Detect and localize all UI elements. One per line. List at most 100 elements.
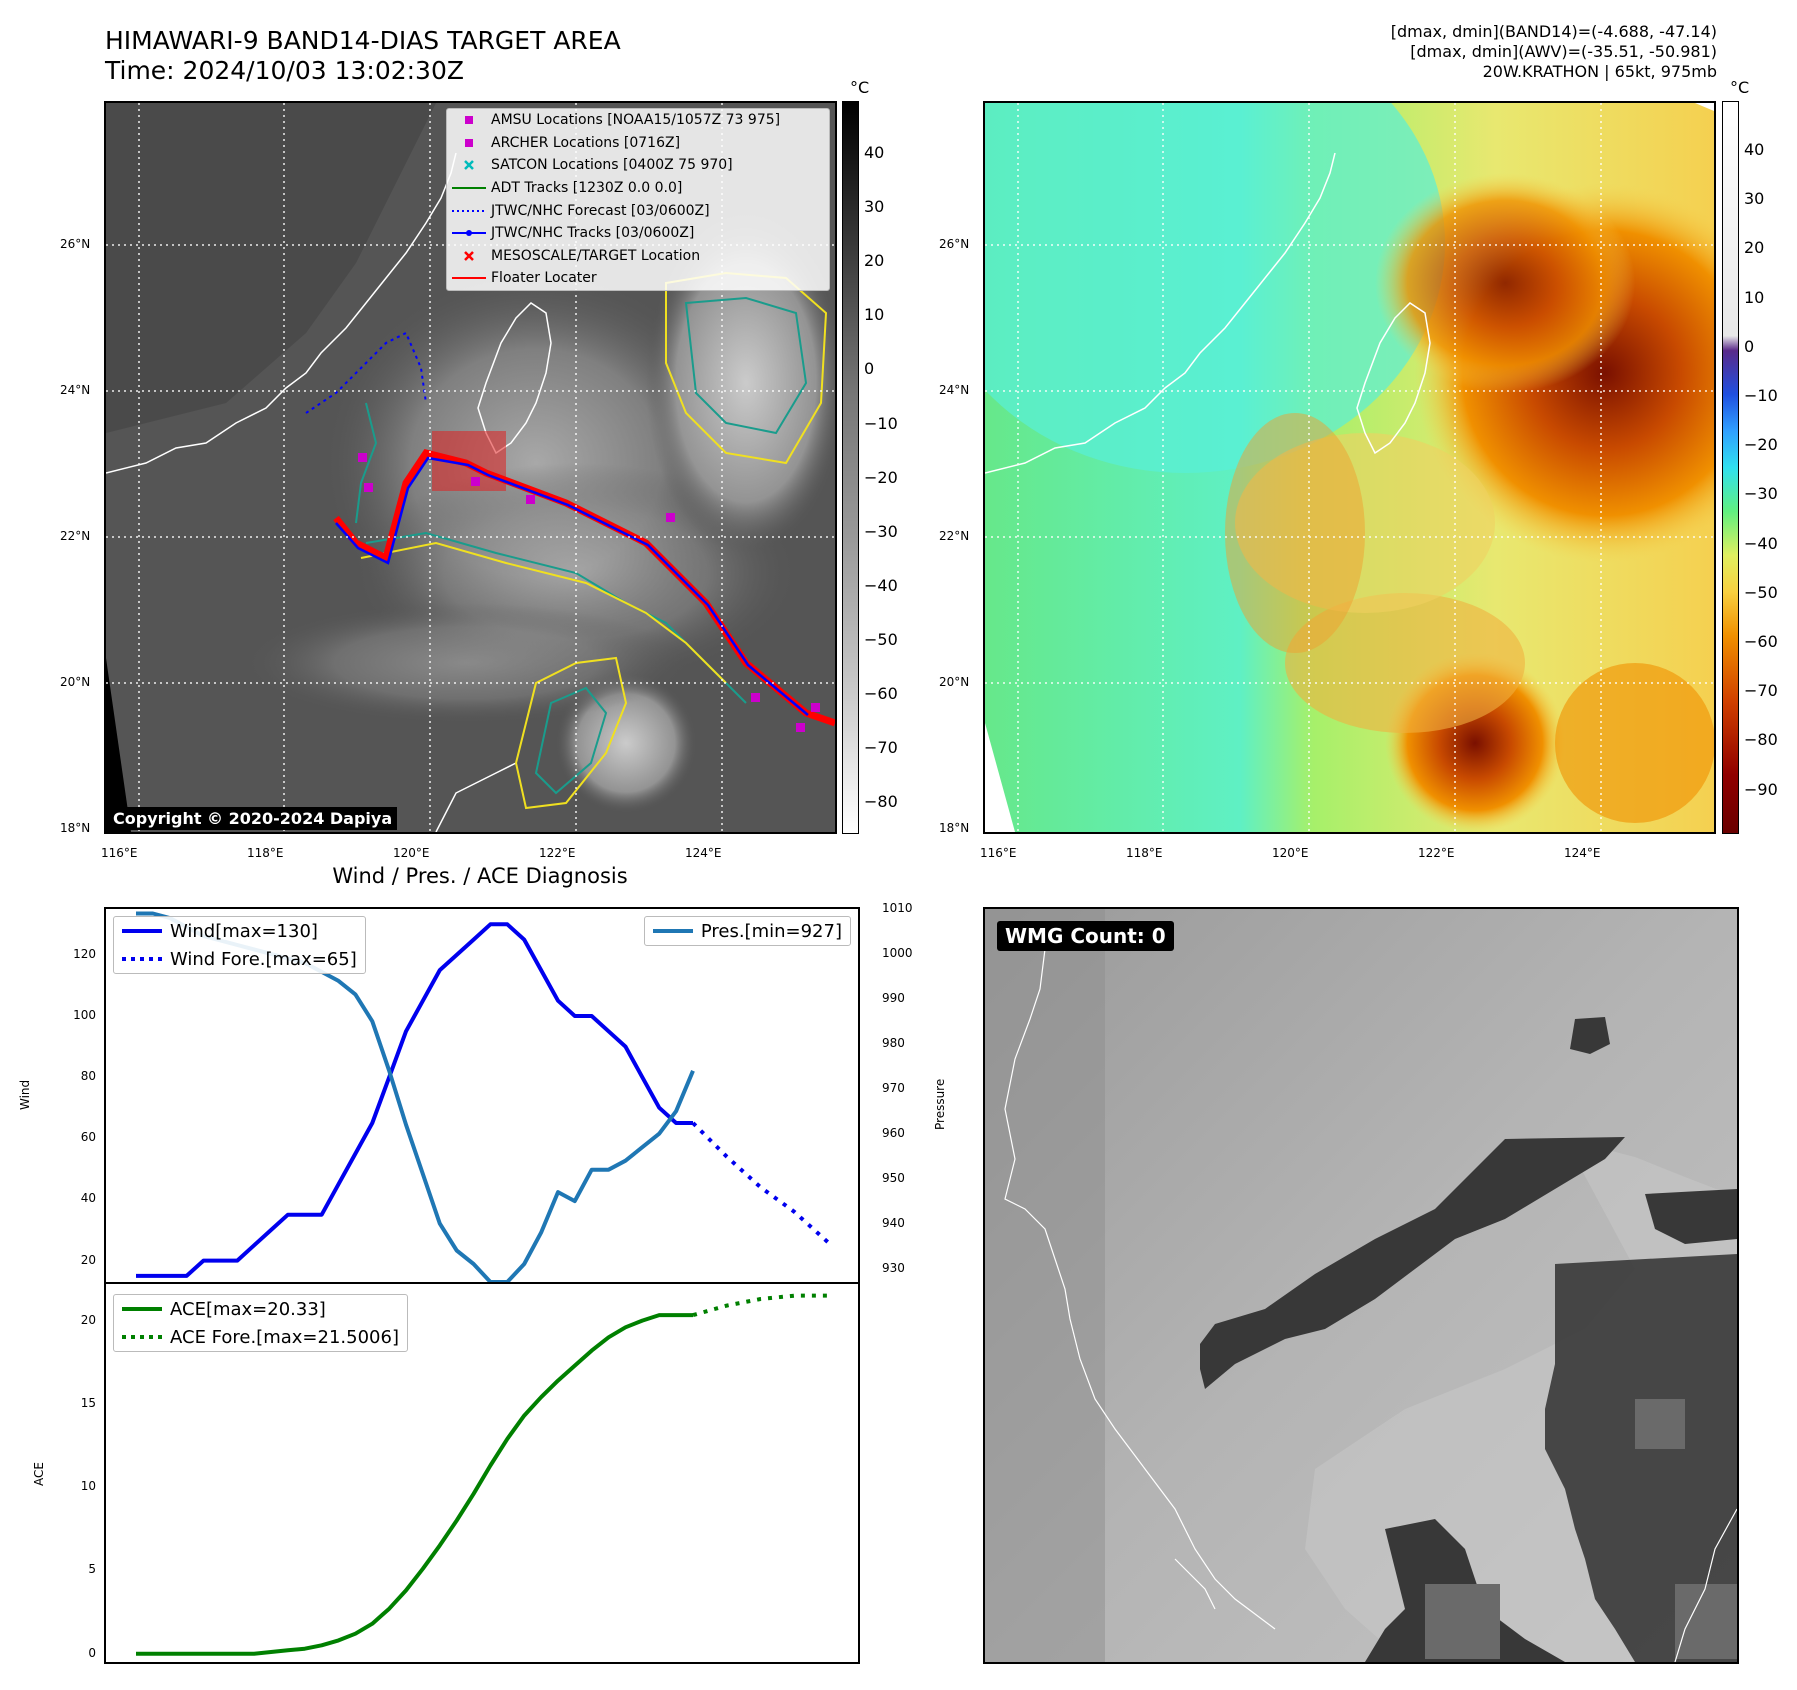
series-line-0 bbox=[136, 1313, 693, 1656]
awv-lon-tick-118: 118°E bbox=[1126, 846, 1163, 860]
awv-lat-tick-22: 22°N bbox=[939, 529, 970, 543]
lat-tick-18: 18°N bbox=[60, 821, 91, 835]
awv-lat-tick-26: 26°N bbox=[939, 237, 970, 251]
legend-ace-fore: ACE Fore.[max=21.5006] bbox=[170, 1326, 399, 1348]
pres-legend: Pres.[min=927] bbox=[643, 916, 851, 946]
lon-tick-120: 120°E bbox=[393, 846, 430, 860]
legend-ace: ACE[max=20.33] bbox=[170, 1298, 326, 1320]
axis-tick-label: 930 bbox=[882, 1260, 905, 1275]
colorbar-tick-label: −90 bbox=[1744, 779, 1778, 799]
axis-tick-label: 60 bbox=[80, 1130, 96, 1145]
axis-tick-label: 980 bbox=[882, 1035, 905, 1050]
colorbar-tick-label: 0 bbox=[1744, 336, 1755, 356]
colorbar-tick-label: −60 bbox=[1744, 632, 1778, 651]
ir-colorbar-unit: °C bbox=[850, 78, 870, 97]
map-legend-item: Floater Locater bbox=[447, 267, 829, 290]
colorbar-tick-label: 30 bbox=[1744, 189, 1765, 209]
awv-map-svg bbox=[985, 103, 1714, 832]
colorbar-tick-label: −30 bbox=[864, 521, 898, 541]
awv-map-panel bbox=[983, 101, 1716, 834]
awv-lat-tick-20: 20°N bbox=[939, 675, 970, 689]
colorbar-tick-label: −20 bbox=[1744, 435, 1778, 455]
wind-ylabel: Wind bbox=[18, 1079, 32, 1110]
colorbar-tick-label: 0 bbox=[864, 359, 875, 379]
axis-tick-label: 40 bbox=[80, 1191, 96, 1206]
wmg-image bbox=[985, 909, 1737, 1662]
legend-symbol-icon bbox=[447, 185, 491, 191]
colorbar-tick-label: −10 bbox=[864, 413, 898, 433]
axis-tick-label: 970 bbox=[882, 1080, 905, 1095]
colorbar-tick-label: −60 bbox=[864, 684, 898, 703]
legend-pres: Pres.[min=927] bbox=[700, 920, 842, 942]
legend-symbol-icon bbox=[447, 275, 491, 281]
colorbar-tick-label: −20 bbox=[864, 467, 898, 487]
info-awv-range: [dmax, dmin](AWV)=(-35.51, -50.981) bbox=[1410, 42, 1717, 61]
map-legend-label: MESOSCALE/TARGET Location bbox=[491, 247, 701, 264]
series-line-1 bbox=[692, 1293, 829, 1318]
wind-legend: Wind[max=130] Wind Fore.[max=65] bbox=[113, 916, 366, 974]
axis-tick-label: 990 bbox=[882, 990, 905, 1005]
colorbar-tick-label: −50 bbox=[864, 629, 898, 649]
pres-ylabel: Pressure bbox=[933, 1078, 947, 1130]
axis-tick-label: 1000 bbox=[882, 945, 913, 960]
lon-tick-124: 124°E bbox=[685, 846, 722, 860]
axis-tick-label: 20 bbox=[80, 1252, 96, 1267]
colorbar-tick-label: −80 bbox=[864, 792, 898, 812]
figure-title: HIMAWARI-9 BAND14-DIAS TARGET AREA bbox=[105, 26, 621, 55]
lat-tick-22: 22°N bbox=[60, 529, 91, 543]
map-legend-label: AMSU Locations [NOAA15/1057Z 73 975] bbox=[491, 112, 781, 129]
ace-panel: ACE[max=20.33] ACE Fore.[max=21.5006] bbox=[104, 1282, 860, 1664]
map-legend-item: MESOSCALE/TARGET Location bbox=[447, 245, 829, 268]
legend-symbol-icon bbox=[447, 113, 491, 127]
wmg-count-badge: WMG Count: 0 bbox=[997, 921, 1174, 951]
axis-tick-label: 80 bbox=[80, 1069, 96, 1084]
axis-tick-label: 0 bbox=[88, 1645, 96, 1660]
series-line-1 bbox=[691, 1121, 830, 1244]
axis-tick-label: 10 bbox=[80, 1479, 96, 1494]
awv-colorbar bbox=[1722, 101, 1739, 834]
lon-tick-118: 118°E bbox=[247, 846, 284, 860]
map-legend-item: ADT Tracks [1230Z 0.0 0.0] bbox=[447, 177, 829, 200]
lat-tick-20: 20°N bbox=[60, 675, 91, 689]
legend-symbol-icon bbox=[447, 158, 491, 172]
axis-tick-label: 15 bbox=[80, 1395, 96, 1410]
map-legend-item: JTWC/NHC Forecast [03/0600Z] bbox=[447, 199, 829, 222]
map-legend-label: ARCHER Locations [0716Z] bbox=[491, 134, 681, 151]
colorbar-tick-label: −80 bbox=[1744, 730, 1778, 750]
legend-symbol-icon bbox=[447, 249, 491, 263]
awv-lon-tick-116: 116°E bbox=[980, 846, 1017, 860]
axis-tick-label: 100 bbox=[73, 1008, 96, 1022]
map-legend-item: AMSU Locations [NOAA15/1057Z 73 975] bbox=[447, 109, 829, 132]
colorbar-tick-label: −70 bbox=[864, 738, 898, 758]
axis-tick-label: 960 bbox=[882, 1125, 905, 1140]
awv-lat-tick-18: 18°N bbox=[939, 821, 970, 835]
colorbar-tick-label: 20 bbox=[1744, 238, 1765, 258]
awv-lon-tick-124: 124°E bbox=[1564, 846, 1601, 860]
axis-tick-label: 120 bbox=[73, 946, 96, 961]
axis-tick-label: 20 bbox=[80, 1312, 96, 1327]
map-legend-label: ADT Tracks [1230Z 0.0 0.0] bbox=[491, 180, 683, 197]
awv-colorbar-unit: °C bbox=[1730, 78, 1750, 97]
colorbar-tick-label: −30 bbox=[1744, 484, 1778, 504]
legend-wind-fore: Wind Fore.[max=65] bbox=[170, 948, 357, 970]
colorbar-tick-label: 10 bbox=[864, 305, 885, 325]
diagnosis-title: Wind / Pres. / ACE Diagnosis bbox=[332, 864, 628, 888]
map-legend-item: JTWC/NHC Tracks [03/0600Z] bbox=[447, 222, 829, 245]
lon-tick-116: 116°E bbox=[101, 846, 138, 860]
axis-tick-label: 940 bbox=[882, 1215, 905, 1230]
series-line-0 bbox=[136, 922, 693, 1278]
axis-tick-label: 950 bbox=[882, 1170, 905, 1185]
map-legend-label: JTWC/NHC Tracks [03/0600Z] bbox=[491, 225, 695, 242]
legend-symbol-icon bbox=[447, 229, 491, 237]
ace-legend: ACE[max=20.33] ACE Fore.[max=21.5006] bbox=[113, 1294, 408, 1352]
map-legend: AMSU Locations [NOAA15/1057Z 73 975] ARCH… bbox=[446, 108, 830, 291]
wmg-panel: WMG Count: 0 bbox=[983, 907, 1739, 1664]
lat-tick-26: 26°N bbox=[60, 237, 91, 251]
awv-lon-tick-122: 122°E bbox=[1418, 846, 1455, 860]
map-legend-item: SATCON Locations [0400Z 75 970] bbox=[447, 154, 829, 177]
legend-wind: Wind[max=130] bbox=[170, 920, 318, 942]
colorbar-tick-label: 30 bbox=[864, 197, 885, 217]
ace-plot bbox=[136, 1293, 829, 1656]
copyright-label: Copyright © 2020-2024 Dapiya bbox=[108, 807, 398, 830]
colorbar-tick-label: 40 bbox=[1744, 140, 1765, 159]
